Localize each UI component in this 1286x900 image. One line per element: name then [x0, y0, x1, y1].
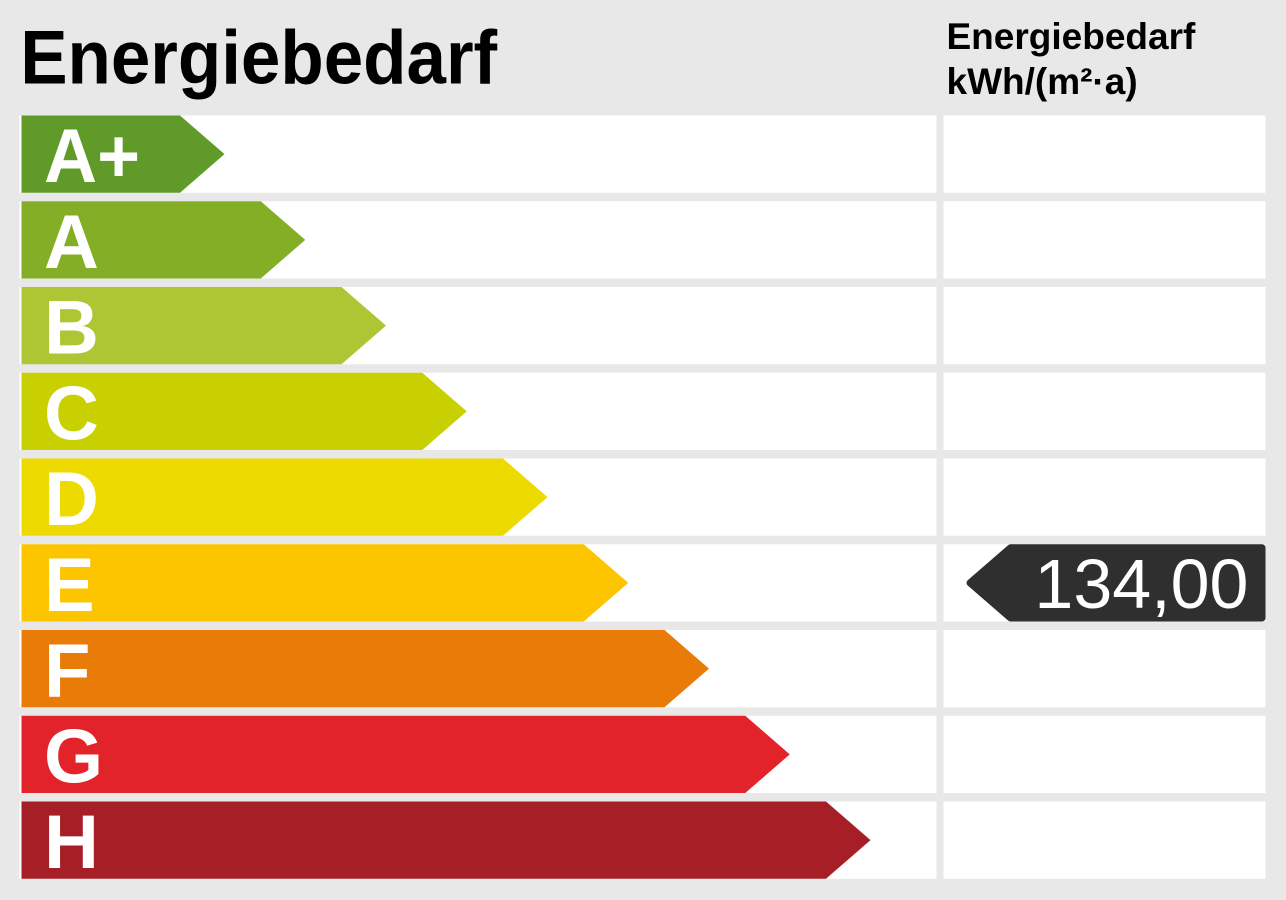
svg-text:134,00: 134,00 [1034, 545, 1248, 623]
svg-text:C: C [44, 371, 99, 456]
svg-text:kWh/(m²·a): kWh/(m²·a) [947, 61, 1138, 102]
svg-text:G: G [44, 714, 103, 799]
svg-text:B: B [44, 286, 99, 371]
svg-text:D: D [44, 457, 99, 542]
svg-text:E: E [44, 543, 95, 628]
svg-text:A+: A+ [44, 114, 140, 199]
svg-text:H: H [44, 800, 99, 885]
svg-text:Energiebedarf: Energiebedarf [20, 16, 498, 101]
svg-text:A: A [44, 200, 99, 285]
svg-text:Energiebedarf: Energiebedarf [947, 16, 1196, 57]
svg-text:F: F [44, 629, 90, 714]
